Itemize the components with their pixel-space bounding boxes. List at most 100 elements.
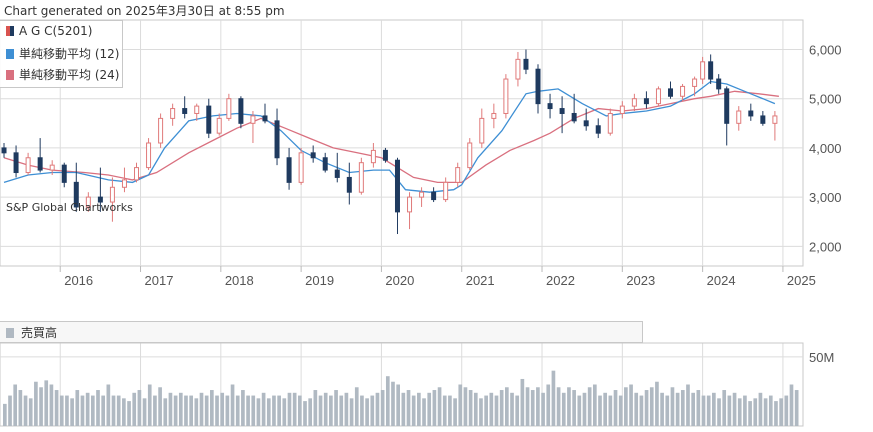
candle-body: [443, 181, 449, 201]
candle-body: [370, 149, 376, 164]
volume-bar: [489, 392, 494, 426]
volume-bar: [624, 387, 628, 426]
volume-bar: [732, 392, 737, 426]
volume-bar: [163, 398, 168, 426]
candle: [13, 145, 19, 178]
volume-bar: [153, 395, 157, 426]
volume-bar: [39, 387, 43, 426]
candle-body: [37, 157, 43, 171]
legend-label: 単純移動平均 (12): [19, 47, 120, 61]
candle: [431, 187, 437, 203]
volume-bar: [701, 395, 706, 426]
candle-body: [238, 98, 244, 124]
candle-body: [655, 88, 661, 105]
volume-bar: [272, 395, 276, 426]
volume-bar: [235, 395, 240, 426]
legend-item-ma24[interactable]: 単純移動平均 (24): [6, 66, 119, 82]
volume-bar: [334, 390, 338, 426]
volume-bar: [494, 395, 499, 426]
legend-item-price[interactable]: A G C(5201): [6, 24, 92, 40]
volume-bar: [282, 398, 287, 426]
candle: [479, 108, 485, 148]
volume-bar: [142, 398, 147, 426]
candle: [394, 157, 400, 235]
candle-body: [358, 162, 364, 193]
candle: [503, 74, 509, 119]
candle-body: [216, 117, 222, 134]
price-panel-frame: [0, 19, 804, 267]
candle-body: [407, 196, 413, 213]
volume-bar: [339, 395, 344, 426]
candle-body: [61, 164, 67, 183]
y-tick-label: 2,000: [809, 239, 842, 254]
volume-bar: [261, 392, 266, 426]
candle: [382, 147, 388, 163]
y-tick-label: 4,000: [809, 141, 842, 156]
volume-bar: [551, 370, 556, 426]
volume-bar: [660, 392, 664, 426]
volume-bar: [303, 401, 307, 426]
candle: [680, 83, 686, 102]
candle-body: [250, 115, 256, 124]
candle-body: [668, 88, 674, 97]
volume-bar: [391, 381, 395, 426]
candle-body: [286, 157, 292, 183]
volume-bar: [246, 395, 250, 426]
candle: [491, 103, 497, 129]
volume-bar: [23, 395, 28, 426]
candle: [419, 187, 425, 207]
volume-bar: [505, 387, 509, 426]
volume-bar: [323, 392, 328, 426]
volume-bar: [308, 398, 313, 426]
candle: [736, 106, 742, 131]
candle: [455, 162, 461, 188]
volume-bar: [122, 398, 126, 426]
x-tick-label: 2018: [225, 273, 254, 288]
x-tick-label: 2021: [466, 273, 495, 288]
volume-bar: [437, 387, 442, 426]
candle-body: [134, 167, 140, 181]
volume-bar: [349, 398, 354, 426]
candle: [523, 49, 529, 75]
volume-bar: [370, 395, 375, 426]
volume-bar: [680, 390, 685, 426]
volume-legend[interactable]: 売買高: [0, 321, 643, 343]
candle-body: [680, 85, 686, 97]
volume-bar: [220, 392, 225, 426]
ma12-line: [3, 80, 776, 193]
candle: [226, 93, 232, 121]
candle-body: [262, 115, 268, 122]
candle-body: [182, 108, 188, 114]
x-tick-label: 2020: [385, 273, 414, 288]
volume-bar: [479, 398, 483, 426]
candle: [692, 76, 698, 97]
volume-bar: [266, 398, 271, 426]
x-tick-label: 2016: [64, 273, 93, 288]
volume-bar: [184, 395, 188, 426]
volume-bar: [199, 392, 204, 426]
candle: [206, 98, 212, 139]
candle-body: [607, 112, 613, 134]
candle: [262, 103, 268, 124]
candle: [334, 152, 340, 183]
volume-bar: [204, 395, 209, 426]
volume-bar: [608, 395, 613, 426]
candle: [619, 101, 625, 119]
volume-bar: [189, 395, 193, 426]
volume-bar: [215, 395, 219, 426]
volume-bar: [70, 398, 74, 426]
volume-bar: [499, 390, 504, 426]
candle: [310, 145, 316, 163]
candle: [170, 103, 176, 126]
candle: [407, 192, 413, 230]
volume-bar: [241, 390, 245, 426]
legend-item-ma12[interactable]: 単純移動平均 (12): [6, 45, 119, 61]
volume-bar: [717, 398, 721, 426]
volume-bar: [80, 395, 85, 426]
candle: [73, 162, 79, 212]
volume-bar: [613, 390, 618, 426]
candle-body: [419, 191, 425, 198]
volume-bar: [784, 395, 789, 426]
volume-bar: [432, 390, 437, 426]
volume-bar: [385, 376, 390, 426]
